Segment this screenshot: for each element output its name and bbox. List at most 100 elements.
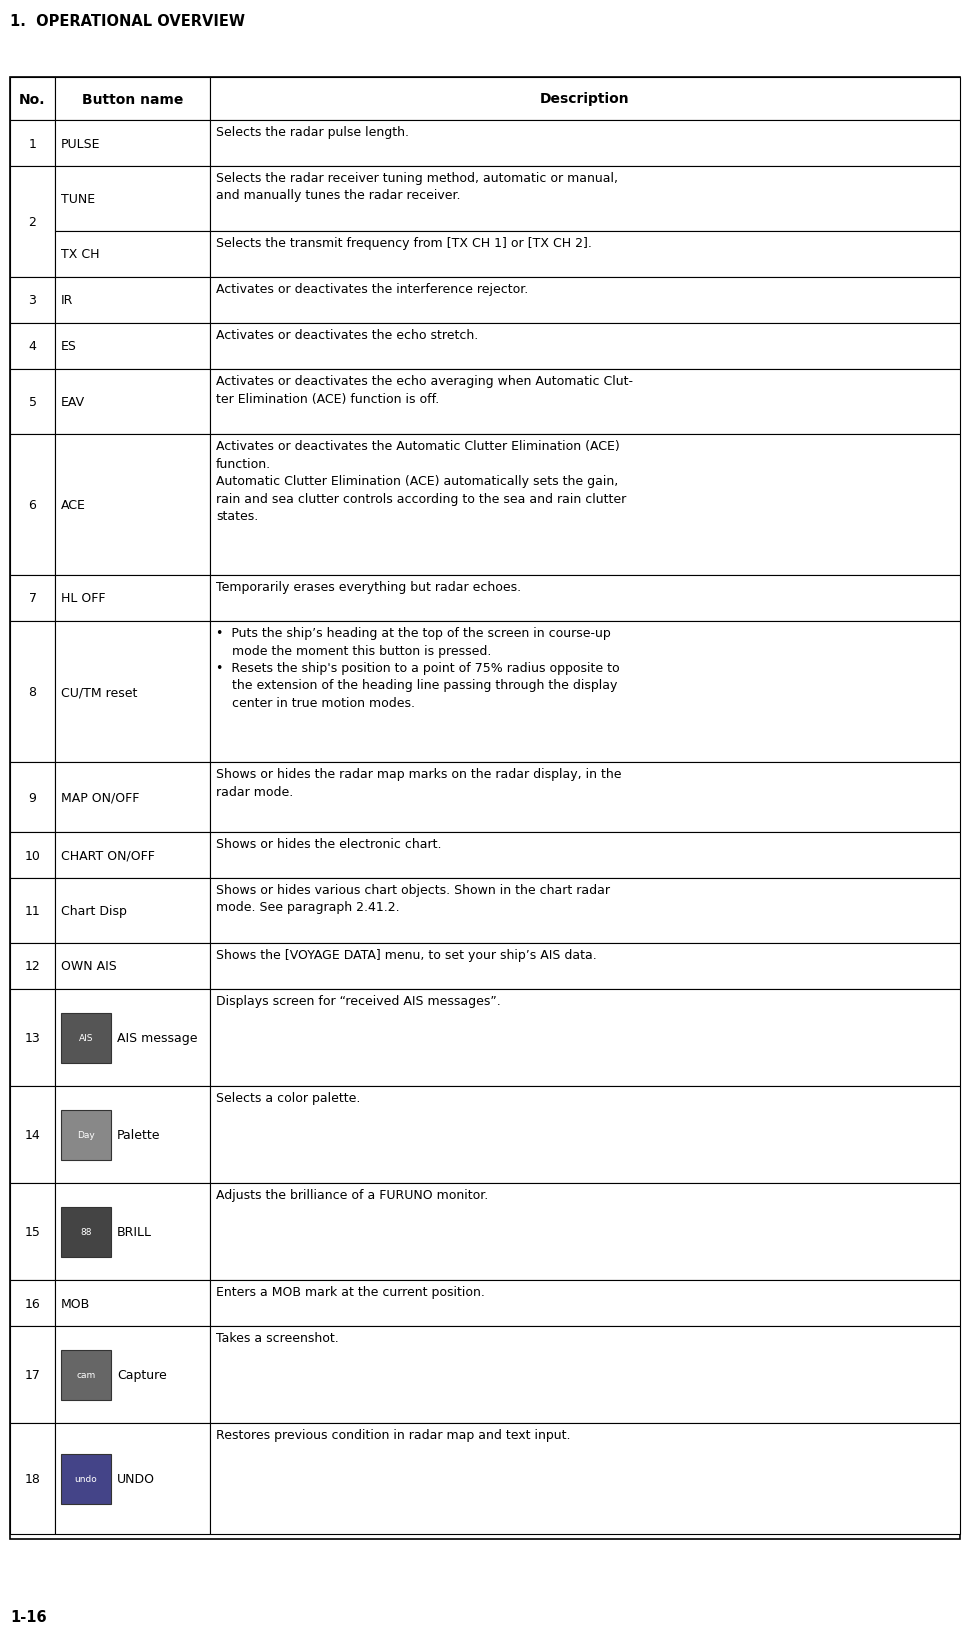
Text: 16: 16 (24, 1296, 40, 1310)
Text: ES: ES (61, 341, 77, 354)
Bar (55, 1423, 210, 1534)
Bar (210, 1280, 960, 1326)
Text: Activates or deactivates the interference rejector.: Activates or deactivates the interferenc… (216, 284, 529, 295)
Bar (210, 121, 960, 167)
Text: MAP ON/OFF: MAP ON/OFF (61, 792, 140, 805)
Text: Selects the radar pulse length.: Selects the radar pulse length. (216, 126, 409, 139)
Bar (210, 990, 960, 1087)
Text: Activates or deactivates the echo stretch.: Activates or deactivates the echo stretc… (216, 329, 479, 343)
Bar (10, 121, 55, 167)
Bar (55, 990, 210, 1087)
Text: UNDO: UNDO (117, 1472, 155, 1485)
Bar (10, 1087, 55, 1183)
Bar (10, 762, 55, 833)
Bar (210, 325, 960, 370)
Text: 2: 2 (28, 216, 36, 229)
Bar (55, 434, 210, 575)
Bar (55, 1183, 210, 1280)
Bar (55, 879, 210, 944)
Bar (210, 1183, 960, 1280)
Text: EAV: EAV (61, 395, 85, 408)
Text: Shows the [VOYAGE DATA] menu, to set your ship’s AIS data.: Shows the [VOYAGE DATA] menu, to set you… (216, 949, 597, 962)
Bar (10, 990, 55, 1087)
Text: cam: cam (76, 1370, 96, 1378)
Bar (10, 79, 55, 121)
Text: Takes a screenshot.: Takes a screenshot. (216, 1331, 339, 1344)
Bar (210, 575, 960, 621)
Text: Adjusts the brilliance of a FURUNO monitor.: Adjusts the brilliance of a FURUNO monit… (216, 1188, 488, 1201)
Text: 17: 17 (24, 1369, 40, 1382)
Text: MOB: MOB (61, 1296, 90, 1310)
Text: PULSE: PULSE (61, 138, 101, 151)
Bar (210, 434, 960, 575)
Bar (10, 575, 55, 621)
Text: 6: 6 (28, 498, 36, 511)
Bar (210, 1326, 960, 1423)
Bar (210, 279, 960, 325)
Text: undo: undo (74, 1473, 98, 1483)
Bar (10, 325, 55, 370)
Bar (55, 762, 210, 833)
Text: 4: 4 (28, 341, 36, 354)
Bar (61, 1206, 111, 1257)
Text: Chart Disp: Chart Disp (61, 905, 127, 918)
Bar (10, 434, 55, 575)
Text: OWN AIS: OWN AIS (61, 960, 116, 974)
Bar (210, 621, 960, 762)
Bar (55, 325, 210, 370)
Text: 11: 11 (24, 905, 40, 918)
Bar (55, 231, 210, 279)
Bar (210, 1423, 960, 1534)
Text: 8: 8 (28, 685, 36, 698)
Text: Restores previous condition in radar map and text input.: Restores previous condition in radar map… (216, 1428, 571, 1441)
Bar (61, 1013, 111, 1062)
Text: Capture: Capture (117, 1369, 167, 1382)
Bar (10, 370, 55, 434)
Bar (10, 1326, 55, 1423)
Bar (210, 833, 960, 879)
Text: 3: 3 (28, 295, 36, 308)
Text: 88: 88 (80, 1228, 92, 1236)
Bar (10, 279, 55, 325)
Bar (210, 231, 960, 279)
Text: TUNE: TUNE (61, 193, 95, 207)
Bar (10, 1183, 55, 1280)
Bar (55, 1280, 210, 1326)
Text: 1: 1 (28, 138, 36, 151)
Bar (210, 167, 960, 231)
Text: •  Puts the ship’s heading at the top of the screen in course-up
    mode the mo: • Puts the ship’s heading at the top of … (216, 626, 619, 710)
Text: Enters a MOB mark at the current position.: Enters a MOB mark at the current positio… (216, 1285, 485, 1298)
Text: TX CH: TX CH (61, 249, 100, 261)
Text: Shows or hides various chart objects. Shown in the chart radar
mode. See paragra: Shows or hides various chart objects. Sh… (216, 883, 610, 915)
Text: 1-16: 1-16 (10, 1609, 47, 1624)
Text: Selects the transmit frequency from [TX CH 1] or [TX CH 2].: Selects the transmit frequency from [TX … (216, 238, 592, 249)
Text: IR: IR (61, 295, 73, 308)
Bar (55, 1087, 210, 1183)
Bar (55, 167, 210, 231)
Text: 7: 7 (28, 592, 36, 605)
Text: Description: Description (540, 92, 630, 107)
Bar (10, 833, 55, 879)
Text: 13: 13 (24, 1031, 40, 1044)
Bar (10, 79, 960, 1539)
Text: AIS: AIS (79, 1033, 93, 1042)
Bar (10, 879, 55, 944)
Text: 9: 9 (28, 792, 36, 805)
Text: 5: 5 (28, 395, 36, 408)
Text: Activates or deactivates the echo averaging when Automatic Clut-
ter Elimination: Activates or deactivates the echo averag… (216, 375, 633, 405)
Bar (61, 1110, 111, 1160)
Text: CHART ON/OFF: CHART ON/OFF (61, 849, 155, 862)
Text: CU/TM reset: CU/TM reset (61, 685, 138, 698)
Bar (55, 575, 210, 621)
Text: 14: 14 (24, 1128, 40, 1141)
Text: 12: 12 (24, 960, 40, 974)
Bar (210, 1087, 960, 1183)
Bar (55, 279, 210, 325)
Text: Activates or deactivates the Automatic Clutter Elimination (ACE)
function.
Autom: Activates or deactivates the Automatic C… (216, 439, 626, 523)
Text: Selects a color palette.: Selects a color palette. (216, 1092, 361, 1105)
Text: HL OFF: HL OFF (61, 592, 106, 605)
Bar (10, 1280, 55, 1326)
Bar (55, 79, 210, 121)
Bar (55, 621, 210, 762)
Text: Selects the radar receiver tuning method, automatic or manual,
and manually tune: Selects the radar receiver tuning method… (216, 172, 618, 202)
